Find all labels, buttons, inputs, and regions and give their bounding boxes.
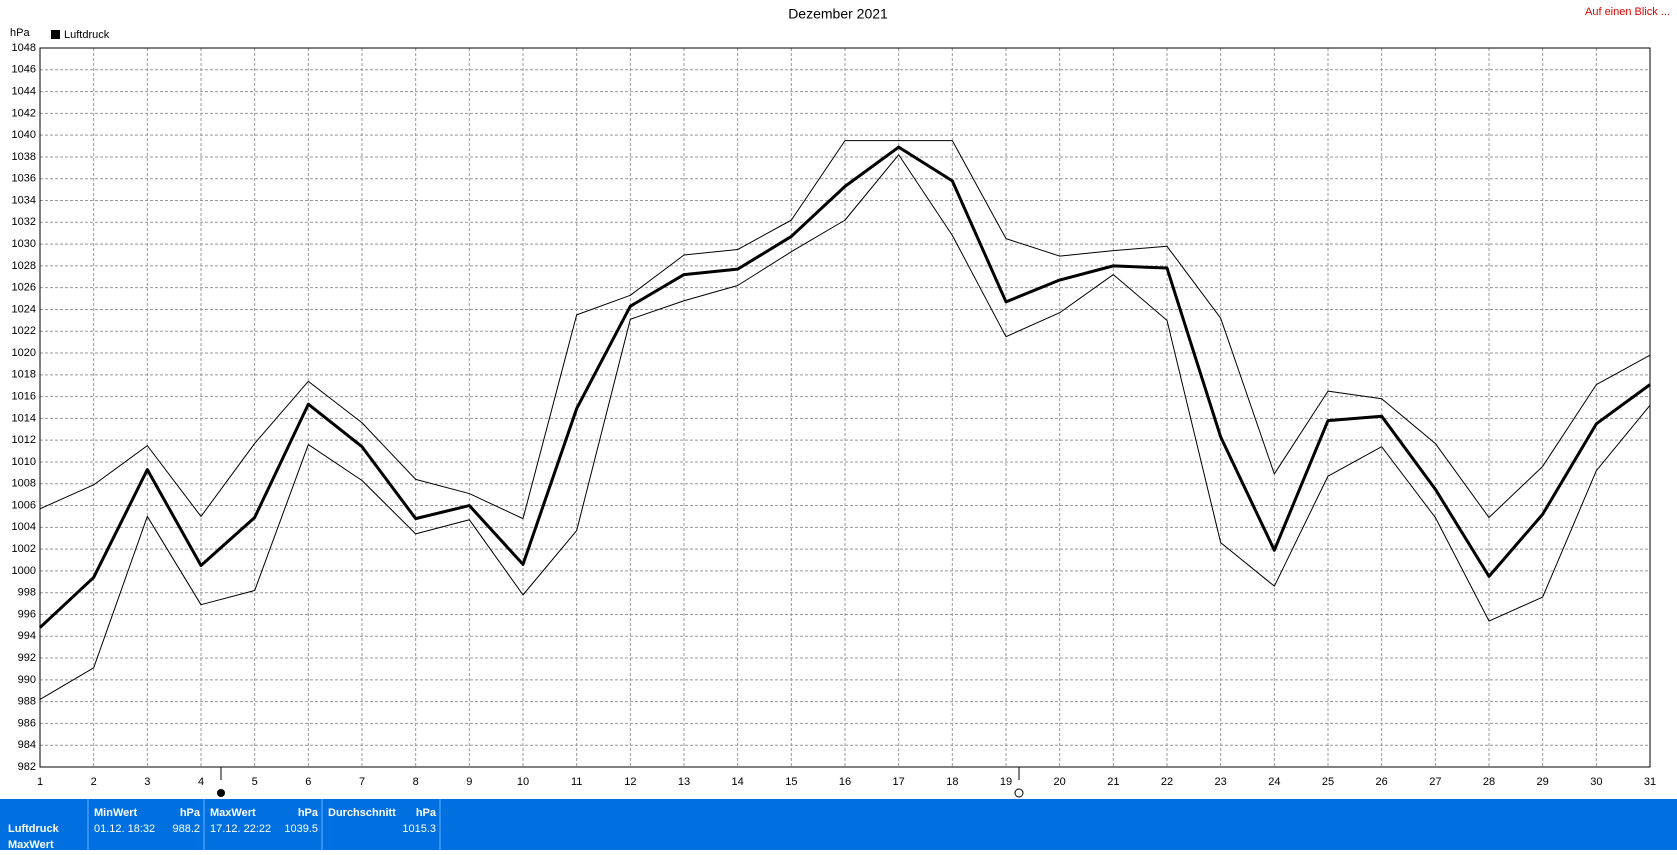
summary-table: MinWert hPa MaxWert hPa Durchschnitt hPa Luftd…: [8, 799, 441, 851]
moon-new: [1014, 788, 1024, 798]
y-tick-label: 1002: [12, 543, 36, 555]
x-tick-label: 6: [305, 776, 311, 788]
y-tick-label: 1044: [12, 85, 36, 97]
x-tick-label: 5: [252, 776, 258, 788]
cell-value: 1015.3: [402, 823, 436, 835]
y-axis-label: hPa: [10, 27, 30, 39]
y-tick-label: 1008: [12, 478, 36, 490]
y-tick-label: 1048: [12, 42, 36, 54]
line-series: [39, 140, 1651, 520]
x-tick-label: 19: [1000, 776, 1012, 788]
x-tick-label: 21: [1107, 776, 1119, 788]
x-tick-label: 10: [517, 776, 529, 788]
x-tick-label: 27: [1429, 776, 1441, 788]
column-unit: hPa: [180, 807, 201, 819]
x-tick-label: 26: [1376, 776, 1388, 788]
y-tick-label: 1020: [12, 347, 36, 359]
column-header: MinWert: [94, 807, 138, 819]
y-tick-label: 1040: [12, 129, 36, 141]
y-tick-label: 990: [18, 674, 36, 686]
column-header: Durchschnitt: [328, 807, 396, 819]
x-tick-label: 17: [893, 776, 905, 788]
x-tick-label: 14: [732, 776, 744, 788]
y-tick-label: 998: [18, 587, 36, 599]
summary-bar: [0, 799, 1677, 850]
row-label: Luftdruck: [8, 823, 60, 835]
column-unit: hPa: [416, 807, 437, 819]
x-tick-label: 24: [1268, 776, 1280, 788]
x-tick-label: 3: [144, 776, 150, 788]
x-tick-label: 20: [1054, 776, 1066, 788]
y-tick-label: 1042: [12, 107, 36, 119]
x-tick-label: 18: [946, 776, 958, 788]
cell-value: 1039.5: [284, 823, 318, 835]
line-series: [39, 154, 1651, 700]
y-tick-label: 994: [18, 630, 36, 642]
y-tick-label: 1012: [12, 434, 36, 446]
y-tick-label: 1032: [12, 216, 36, 228]
x-tick-label: 9: [466, 776, 472, 788]
y-tick-label: 1030: [12, 238, 36, 250]
y-tick-label: 1014: [12, 412, 36, 424]
plot-frame: [39, 47, 1651, 768]
x-tick-label: 31: [1644, 776, 1656, 788]
line-series: [38, 145, 1651, 629]
y-tick-label: 996: [18, 608, 36, 620]
legend-swatch: [51, 30, 60, 39]
y-tick-label: 992: [18, 652, 36, 664]
moon-phases: [217, 767, 1024, 798]
y-tick-label: 1034: [12, 194, 36, 206]
y-tick-label: 1010: [12, 456, 36, 468]
x-tick-label: 1: [37, 776, 43, 788]
y-tick-label: 988: [18, 696, 36, 708]
cell-time: 01.12. 18:32: [94, 823, 155, 835]
x-tick-label: 2: [91, 776, 97, 788]
x-tick-label: 28: [1483, 776, 1495, 788]
x-tick-label: 23: [1215, 776, 1227, 788]
y-tick-label: 984: [18, 739, 36, 751]
x-tick-label: 30: [1590, 776, 1602, 788]
y-tick-label: 1016: [12, 391, 36, 403]
x-tick-label: 29: [1537, 776, 1549, 788]
y-tick-label: 1000: [12, 565, 36, 577]
x-tick-label: 12: [624, 776, 636, 788]
row-label: MaxWert: [8, 839, 54, 850]
x-tick-label: 8: [413, 776, 419, 788]
x-tick-label: 16: [839, 776, 851, 788]
y-tick-label: 1046: [12, 64, 36, 76]
chart-title: Dezember 2021: [788, 6, 888, 22]
y-tick-label: 1004: [12, 521, 36, 533]
y-tick-label: 1006: [12, 499, 36, 511]
x-tick-label: 15: [785, 776, 797, 788]
y-tick-label: 1028: [12, 260, 36, 272]
y-tick-label: 1022: [12, 325, 36, 337]
y-tick-label: 982: [18, 761, 36, 773]
x-tick-label: 4: [198, 776, 204, 788]
y-tick-label: 986: [18, 717, 36, 729]
y-tick-label: 1024: [12, 303, 36, 315]
x-tick-label: 13: [678, 776, 690, 788]
x-tick-label: 25: [1322, 776, 1334, 788]
moon-full: [217, 789, 225, 797]
y-tick-label: 1018: [12, 369, 36, 381]
cell-value: 988.2: [172, 823, 200, 835]
x-tick-label: 7: [359, 776, 365, 788]
x-tick-label: 11: [571, 776, 582, 788]
column-header: MaxWert: [210, 807, 256, 819]
y-tick-label: 1036: [12, 173, 36, 185]
cell-time: 17.12. 22:22: [210, 823, 271, 835]
y-tick-label: 1026: [12, 282, 36, 294]
y-tick-label: 1038: [12, 151, 36, 163]
link[interactable]: Auf einen Blick ...: [1585, 6, 1670, 18]
x-tick-label: 22: [1161, 776, 1173, 788]
column-unit: hPa: [298, 807, 319, 819]
legend-label: Luftdruck: [64, 29, 110, 41]
